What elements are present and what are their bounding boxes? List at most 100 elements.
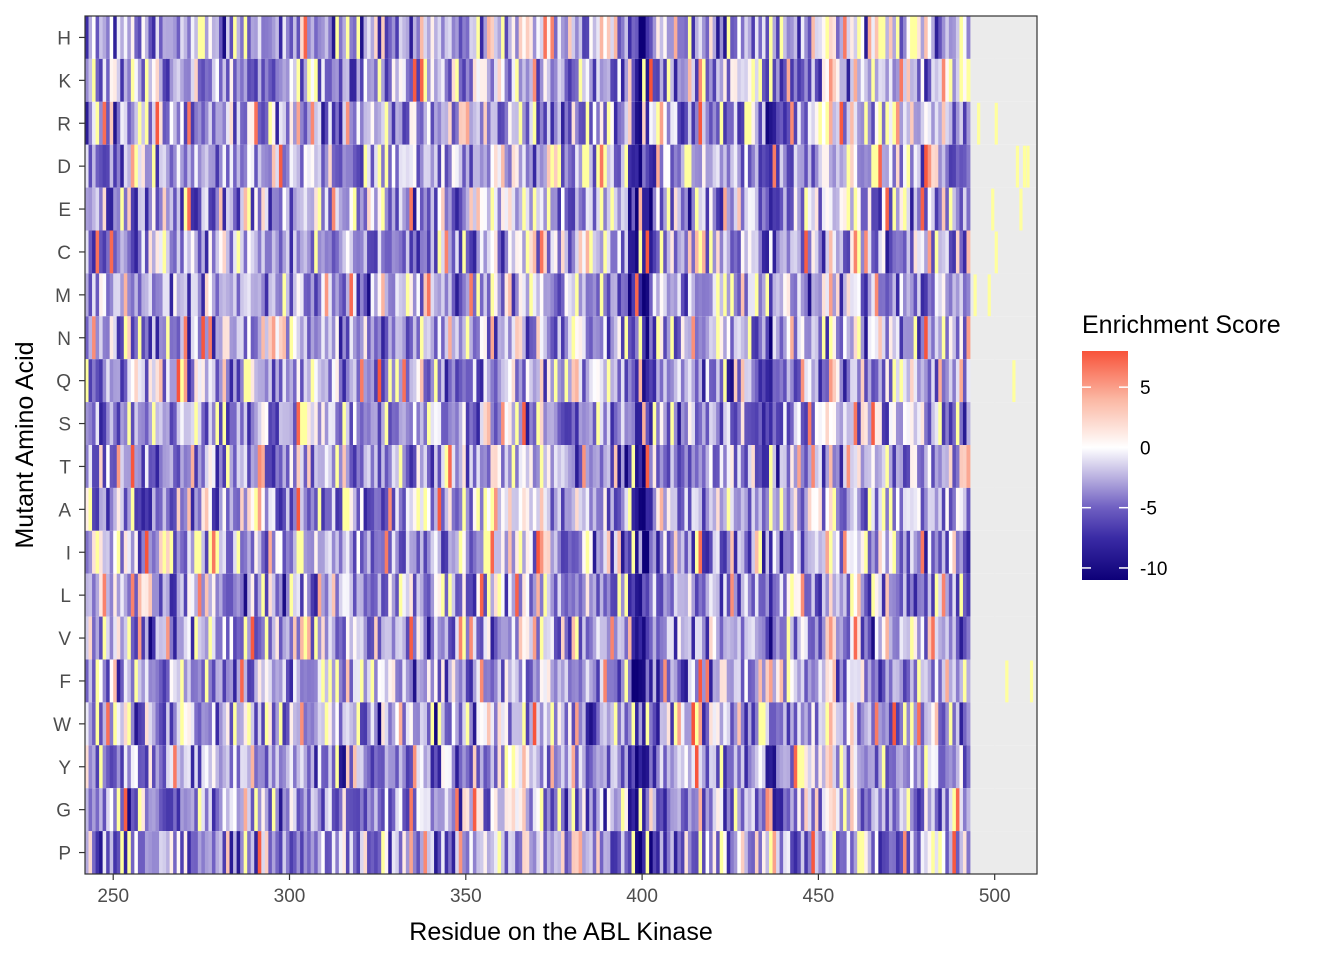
heatmap-cell <box>663 273 668 317</box>
heatmap-cell <box>966 16 971 59</box>
heatmap-cell <box>691 702 696 746</box>
heatmap-cell <box>821 144 826 188</box>
heatmap-cell-missing <box>800 745 805 789</box>
heatmap-cell <box>836 445 840 488</box>
heatmap-cell <box>754 402 759 445</box>
heatmap-cell <box>543 316 548 360</box>
heatmap-cell <box>765 659 770 703</box>
heatmap-cell <box>546 144 551 188</box>
heatmap-cell <box>730 316 735 360</box>
heatmap-cell <box>557 659 562 703</box>
heatmap-cell <box>141 831 146 874</box>
heatmap-cell <box>148 316 153 360</box>
heatmap-cell <box>543 487 548 531</box>
heatmap-cell <box>159 16 163 59</box>
heatmap-cell <box>638 702 643 746</box>
heatmap-cell <box>927 359 932 403</box>
heatmap-cell <box>85 273 89 317</box>
heatmap-cell-missing <box>571 788 576 832</box>
heatmap-cell <box>906 230 911 274</box>
heatmap-cell <box>352 101 357 145</box>
na-region <box>970 402 1037 445</box>
heatmap-cell <box>402 101 407 145</box>
heatmap-cell <box>613 58 618 102</box>
heatmap-cell <box>137 445 142 488</box>
heatmap-cell <box>673 788 678 832</box>
heatmap-cell <box>109 445 114 488</box>
heatmap-cell <box>317 745 322 789</box>
heatmap-cell <box>878 745 883 789</box>
heatmap-cell <box>910 144 914 188</box>
heatmap-cell-missing <box>511 445 516 488</box>
heatmap-cell <box>620 530 625 574</box>
heatmap-cell <box>137 402 142 445</box>
heatmap-cell <box>204 616 209 660</box>
heatmap-cell <box>539 58 544 102</box>
heatmap-cell <box>173 702 178 746</box>
heatmap-cell <box>642 16 647 59</box>
heatmap-cell <box>737 144 742 188</box>
heatmap-cell <box>860 487 865 531</box>
heatmap-cell <box>190 831 195 874</box>
heatmap-cell <box>388 487 393 531</box>
heatmap-cell <box>345 788 350 832</box>
heatmap-cell <box>783 487 788 531</box>
heatmap-cell <box>437 831 442 874</box>
heatmap-cell <box>247 573 252 617</box>
heatmap-cell <box>314 530 319 574</box>
heatmap-cell <box>917 16 922 59</box>
heatmap-cell <box>635 316 639 360</box>
heatmap-cell <box>709 487 714 531</box>
heatmap-cell <box>494 316 498 360</box>
heatmap-cell <box>395 659 400 703</box>
heatmap-cell <box>300 144 305 188</box>
heatmap-cell <box>518 144 523 188</box>
heatmap-cell <box>183 573 188 617</box>
heatmap-cell <box>271 530 276 574</box>
heatmap-cell <box>536 58 541 102</box>
heatmap-cell <box>603 16 608 59</box>
heatmap-cell <box>709 402 714 445</box>
heatmap-cell <box>529 659 534 703</box>
heatmap-cell <box>617 402 622 445</box>
heatmap-cell <box>469 359 474 403</box>
heatmap-cell <box>222 702 227 746</box>
heatmap-cell <box>797 402 802 445</box>
heatmap-cell <box>444 144 449 188</box>
heatmap-cell-missing <box>296 530 301 574</box>
heatmap-cell <box>536 530 541 574</box>
heatmap-cell <box>356 144 361 188</box>
heatmap-cell <box>321 788 326 832</box>
heatmap-cell <box>293 702 297 746</box>
heatmap-cell <box>698 273 703 317</box>
heatmap-cell <box>800 530 805 574</box>
heatmap-cell <box>793 402 798 445</box>
heatmap-cell-missing <box>522 702 527 746</box>
heatmap-cell-missing <box>180 659 185 703</box>
heatmap-cell <box>938 745 943 789</box>
heatmap-cell <box>899 788 904 832</box>
heatmap-cell <box>430 487 435 531</box>
heatmap-cell <box>127 58 132 102</box>
heatmap-cell <box>716 144 721 188</box>
heatmap-cell <box>934 616 939 660</box>
heatmap-cell <box>836 745 840 789</box>
heatmap-cell <box>793 273 798 317</box>
heatmap-cell <box>130 402 135 445</box>
heatmap-cell <box>680 58 685 102</box>
heatmap-cell-missing <box>670 316 675 360</box>
heatmap-cell <box>391 230 396 274</box>
heatmap-cell <box>931 101 936 145</box>
heatmap-cell <box>620 831 625 874</box>
heatmap-cell <box>962 445 967 488</box>
heatmap-cell <box>906 273 911 317</box>
heatmap-cell <box>95 487 100 531</box>
heatmap-cell <box>483 316 488 360</box>
heatmap-cell <box>264 359 269 403</box>
heatmap-cell <box>218 573 223 617</box>
heatmap-cell <box>342 659 347 703</box>
heatmap-cell <box>737 316 742 360</box>
heatmap-cell <box>229 487 234 531</box>
heatmap-cell <box>659 101 664 145</box>
heatmap-cell <box>712 273 717 317</box>
